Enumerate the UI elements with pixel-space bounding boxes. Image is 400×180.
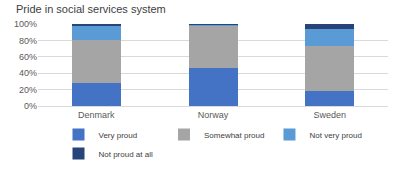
svg-text:Denmark: Denmark [78, 110, 115, 120]
svg-text:Not proud at all: Not proud at all [99, 150, 153, 159]
svg-text:Sweden: Sweden [313, 110, 346, 120]
svg-text:Very proud: Very proud [99, 131, 138, 140]
svg-text:80%: 80% [19, 36, 37, 46]
svg-text:Pride in social services syste: Pride in social services system [16, 3, 166, 15]
svg-text:0%: 0% [24, 101, 37, 111]
svg-text:40%: 40% [19, 68, 37, 78]
svg-text:Norway: Norway [198, 110, 229, 120]
svg-text:Not very proud: Not very proud [309, 131, 361, 140]
svg-text:60%: 60% [19, 52, 37, 62]
svg-text:20%: 20% [19, 85, 37, 95]
svg-text:100%: 100% [14, 19, 37, 29]
svg-text:Somewhat proud: Somewhat proud [204, 131, 264, 140]
